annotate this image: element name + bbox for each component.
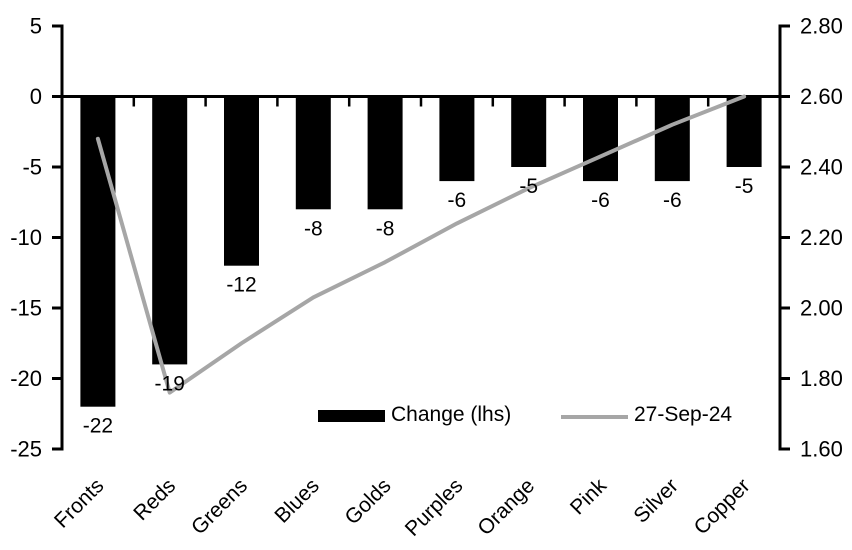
right-axis-tick-label: 2.20 xyxy=(800,225,843,250)
category-label-silver: Silver xyxy=(629,474,682,527)
legend-bar-swatch xyxy=(318,410,385,422)
bar-fronts xyxy=(80,96,116,407)
left-axis-tick-label: -25 xyxy=(10,437,42,462)
bar-blues xyxy=(295,96,331,210)
line-series xyxy=(95,94,747,395)
category-label-blues: Blues xyxy=(270,474,323,527)
bar-purples xyxy=(439,96,475,182)
right-axis-tick-label: 2.60 xyxy=(800,84,843,109)
category-label-greens: Greens xyxy=(187,474,252,539)
bar-copper xyxy=(726,96,762,167)
category-label-reds: Reds xyxy=(129,474,180,525)
category-label-golds: Golds xyxy=(341,474,396,529)
bar-value-label: -8 xyxy=(376,217,395,240)
bar-value-label: -5 xyxy=(735,175,754,198)
category-label-copper: Copper xyxy=(690,474,755,539)
bar-value-label: -8 xyxy=(304,217,323,240)
bar-reds xyxy=(152,96,188,365)
bar-silver xyxy=(654,96,690,182)
legend-line-label: 27-Sep-24 xyxy=(634,403,733,426)
bar-pink xyxy=(583,96,618,182)
category-label-fronts: Fronts xyxy=(50,474,108,532)
left-axis-tick-label: -10 xyxy=(10,225,42,250)
bar-value-label: -5 xyxy=(519,175,538,198)
right-axis-tick-label: 2.00 xyxy=(800,296,843,321)
right-axis-tick-label: 2.80 xyxy=(800,14,843,39)
category-label-orange: Orange xyxy=(473,474,539,540)
bar-orange xyxy=(511,96,547,167)
right-axis-tick-label: 1.60 xyxy=(800,437,843,462)
right-axis-tick-label: 2.40 xyxy=(800,155,843,180)
bar-value-label: -6 xyxy=(591,189,610,212)
legend-line-swatch xyxy=(561,415,628,419)
left-axis-tick-label: 0 xyxy=(30,84,42,109)
bar-value-label: -22 xyxy=(83,415,113,438)
bar-value-label: -6 xyxy=(663,189,682,212)
bar-value-label: -6 xyxy=(448,189,467,212)
left-axis-tick-label: -15 xyxy=(10,296,42,321)
bar-greens xyxy=(224,96,259,266)
bar-value-label: -19 xyxy=(155,372,185,395)
bar-golds xyxy=(367,96,403,210)
right-axis-tick-label: 1.80 xyxy=(800,366,843,391)
left-axis-tick-label: -5 xyxy=(22,155,42,180)
category-label-pink: Pink xyxy=(566,474,612,520)
bar-value-label: -12 xyxy=(226,274,256,297)
legend-bar-label: Change (lhs) xyxy=(391,403,512,426)
category-label-purples: Purples xyxy=(401,474,468,541)
left-axis-tick-label: -20 xyxy=(10,366,42,391)
left-axis-tick-label: 5 xyxy=(30,14,42,39)
